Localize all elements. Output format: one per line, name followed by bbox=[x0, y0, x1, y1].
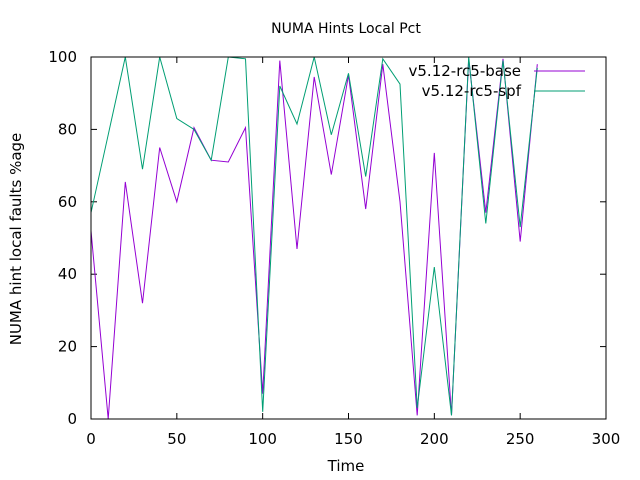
x-tick-label: 200 bbox=[420, 430, 449, 448]
legend-label-0: v5.12-rc5-base bbox=[409, 62, 522, 80]
series-line-0 bbox=[90, 58, 538, 420]
x-tick-label: 0 bbox=[86, 430, 96, 448]
plot-border bbox=[90, 56, 607, 420]
x-tick-label: 300 bbox=[592, 430, 621, 448]
series-line-1 bbox=[90, 56, 538, 416]
y-tick-label: 60 bbox=[58, 193, 77, 211]
y-tick-label: 40 bbox=[58, 265, 77, 283]
series-layer bbox=[90, 56, 538, 420]
x-tick-label: 50 bbox=[167, 430, 186, 448]
y-tick-label: 0 bbox=[67, 410, 77, 428]
plot-axes: 0 50 100 150 200 250 300 0 20 40 60 80 100 bbox=[48, 48, 620, 448]
y-tick-label: 80 bbox=[58, 120, 77, 138]
legend: v5.12-rc5-base v5.12-rc5-spf bbox=[409, 62, 585, 100]
y-axis-label: NUMA hint local faults %age bbox=[7, 133, 25, 346]
y-tick-label: 100 bbox=[48, 48, 77, 66]
x-tick-label: 150 bbox=[334, 430, 363, 448]
x-tick-label: 100 bbox=[248, 430, 277, 448]
y-tick-label: 20 bbox=[58, 338, 77, 356]
x-axis-label: Time bbox=[327, 457, 365, 475]
chart-title: NUMA Hints Local Pct bbox=[271, 21, 421, 37]
x-tick-label: 250 bbox=[506, 430, 535, 448]
legend-label-1: v5.12-rc5-spf bbox=[422, 82, 522, 100]
